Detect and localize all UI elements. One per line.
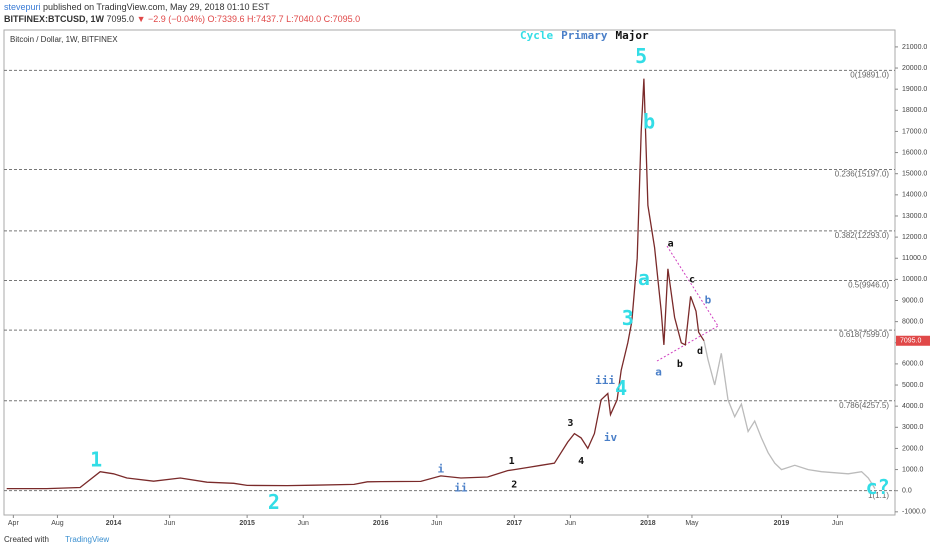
trendline: [656, 325, 719, 362]
fib-label: 0.618(7599.0): [839, 330, 889, 339]
brand[interactable]: TradingView: [65, 535, 110, 544]
degree-legend: Cycle Primary Major: [520, 29, 649, 42]
y-tick-label: 19000.0: [902, 86, 927, 93]
wave-label: 1: [90, 448, 102, 472]
wave-label: b: [677, 359, 683, 370]
wave-label: 5: [635, 44, 647, 68]
degree-label: Primary: [561, 29, 608, 42]
fib-label: 0.786(4257.5): [839, 401, 889, 410]
fib-label: 1(1.1): [868, 491, 889, 500]
y-tick-label: 14000.0: [902, 192, 927, 199]
y-tick-label: 18000.0: [902, 107, 927, 114]
y-tick-label: 1000.0: [902, 466, 924, 473]
footer: Created with TradingView: [4, 535, 109, 544]
x-tick-label: Jun: [431, 520, 442, 527]
y-tick-label: 5000.0: [902, 382, 924, 389]
wave-label: a: [655, 365, 662, 378]
y-tick-label: 3000.0: [902, 424, 924, 431]
fib-label: 0.382(12293.0): [835, 231, 890, 240]
y-tick-label: 2000.0: [902, 445, 924, 452]
x-tick-label: Jun: [832, 520, 843, 527]
fib-label: 0.236(15197.0): [835, 170, 890, 179]
wave-label: a: [668, 238, 674, 249]
x-tick-label: Apr: [8, 520, 20, 527]
y-tick-label: 9000.0: [902, 297, 924, 304]
wave-label: ii: [454, 482, 468, 495]
wave-label: b: [643, 109, 655, 133]
y-tick-label: 10000.0: [902, 276, 927, 283]
y-tick-label: 21000.0: [902, 44, 927, 51]
wave-label: d: [697, 346, 703, 357]
y-tick-label: 0.0: [902, 488, 912, 495]
ohlc: O:7339.6 H:7437.7 L:7040.0 C:7095.0: [207, 14, 361, 24]
wave-label: 2: [268, 490, 280, 514]
y-tick-label: 16000.0: [902, 149, 927, 156]
y-tick-label: 4000.0: [902, 403, 924, 410]
fib-label: 0.5(9946.0): [848, 281, 889, 290]
frame: [3, 29, 896, 516]
wave-label: iv: [604, 431, 618, 444]
wave-label: 3: [622, 306, 634, 330]
y-tick-label: 13000.0: [902, 213, 927, 220]
wave-label: b: [705, 294, 712, 307]
symbol-line: BITFINEX:BTCUSD, 1W 7095.0 ▼ −2.9 (−0.04…: [4, 14, 360, 24]
wave-label: c: [689, 274, 695, 285]
degree-label: Cycle: [520, 29, 553, 42]
y-tick-label: 20000.0: [902, 65, 927, 72]
author[interactable]: stevepuri: [4, 2, 41, 12]
x-tick-label: 2016: [373, 520, 389, 527]
x-tick-label: 2019: [774, 520, 790, 527]
degree-label: Major: [615, 29, 648, 42]
change: ▼ −2.9 (−0.04%): [136, 14, 206, 24]
x-tick-label: Aug: [51, 520, 64, 527]
chart-title: Bitcoin / Dollar, 1W, BITFINEX: [10, 35, 118, 44]
y-tick-label: -1000.0: [902, 509, 926, 516]
last-price-tag: [896, 335, 930, 346]
last-price-label: 7095.0: [900, 338, 922, 345]
x-tick-label: Jun: [298, 520, 309, 527]
y-tick-label: 11000.0: [902, 255, 927, 262]
x-tick-label: May: [685, 520, 699, 527]
y-tick-label: 17000.0: [902, 128, 927, 135]
chart: Bitcoin / Dollar, 1W, BITFINEX Cycle Prim…: [3, 29, 930, 527]
price-line: [6, 78, 705, 490]
wave-label: a: [638, 266, 650, 290]
y-tick-label: 8000.0: [902, 318, 924, 325]
x-tick-label: Jun: [164, 520, 175, 527]
x-tick-label: 2018: [640, 520, 656, 527]
wave-label: 4: [578, 456, 584, 467]
wave-label: 4: [615, 376, 627, 400]
wave-label: 1: [509, 456, 515, 467]
wave-label: 3: [567, 418, 573, 429]
created: Created with: [4, 535, 49, 544]
x-tick-label: 2014: [106, 520, 122, 527]
wave-label: i: [438, 463, 445, 476]
x-tick-label: 2017: [506, 520, 522, 527]
price-line: [703, 340, 876, 489]
symbol: BITFINEX:BTCUSD, 1W: [4, 14, 104, 24]
header-line: stevepuri published on TradingView.com, …: [4, 2, 270, 12]
wave-label: iii: [595, 374, 615, 387]
x-tick-label: Jun: [565, 520, 576, 527]
wave-label: c?: [866, 475, 890, 499]
fib-label: 0(19891.0): [850, 70, 889, 79]
x-tick-label: 2015: [239, 520, 255, 527]
y-tick-label: 12000.0: [902, 234, 927, 241]
y-tick-label: 6000.0: [902, 361, 924, 368]
published: published on TradingView.com, May 29, 20…: [43, 2, 270, 12]
y-tick-label: 15000.0: [902, 171, 927, 178]
last: 7095.0: [106, 14, 135, 24]
wave-label: 2: [511, 479, 517, 490]
